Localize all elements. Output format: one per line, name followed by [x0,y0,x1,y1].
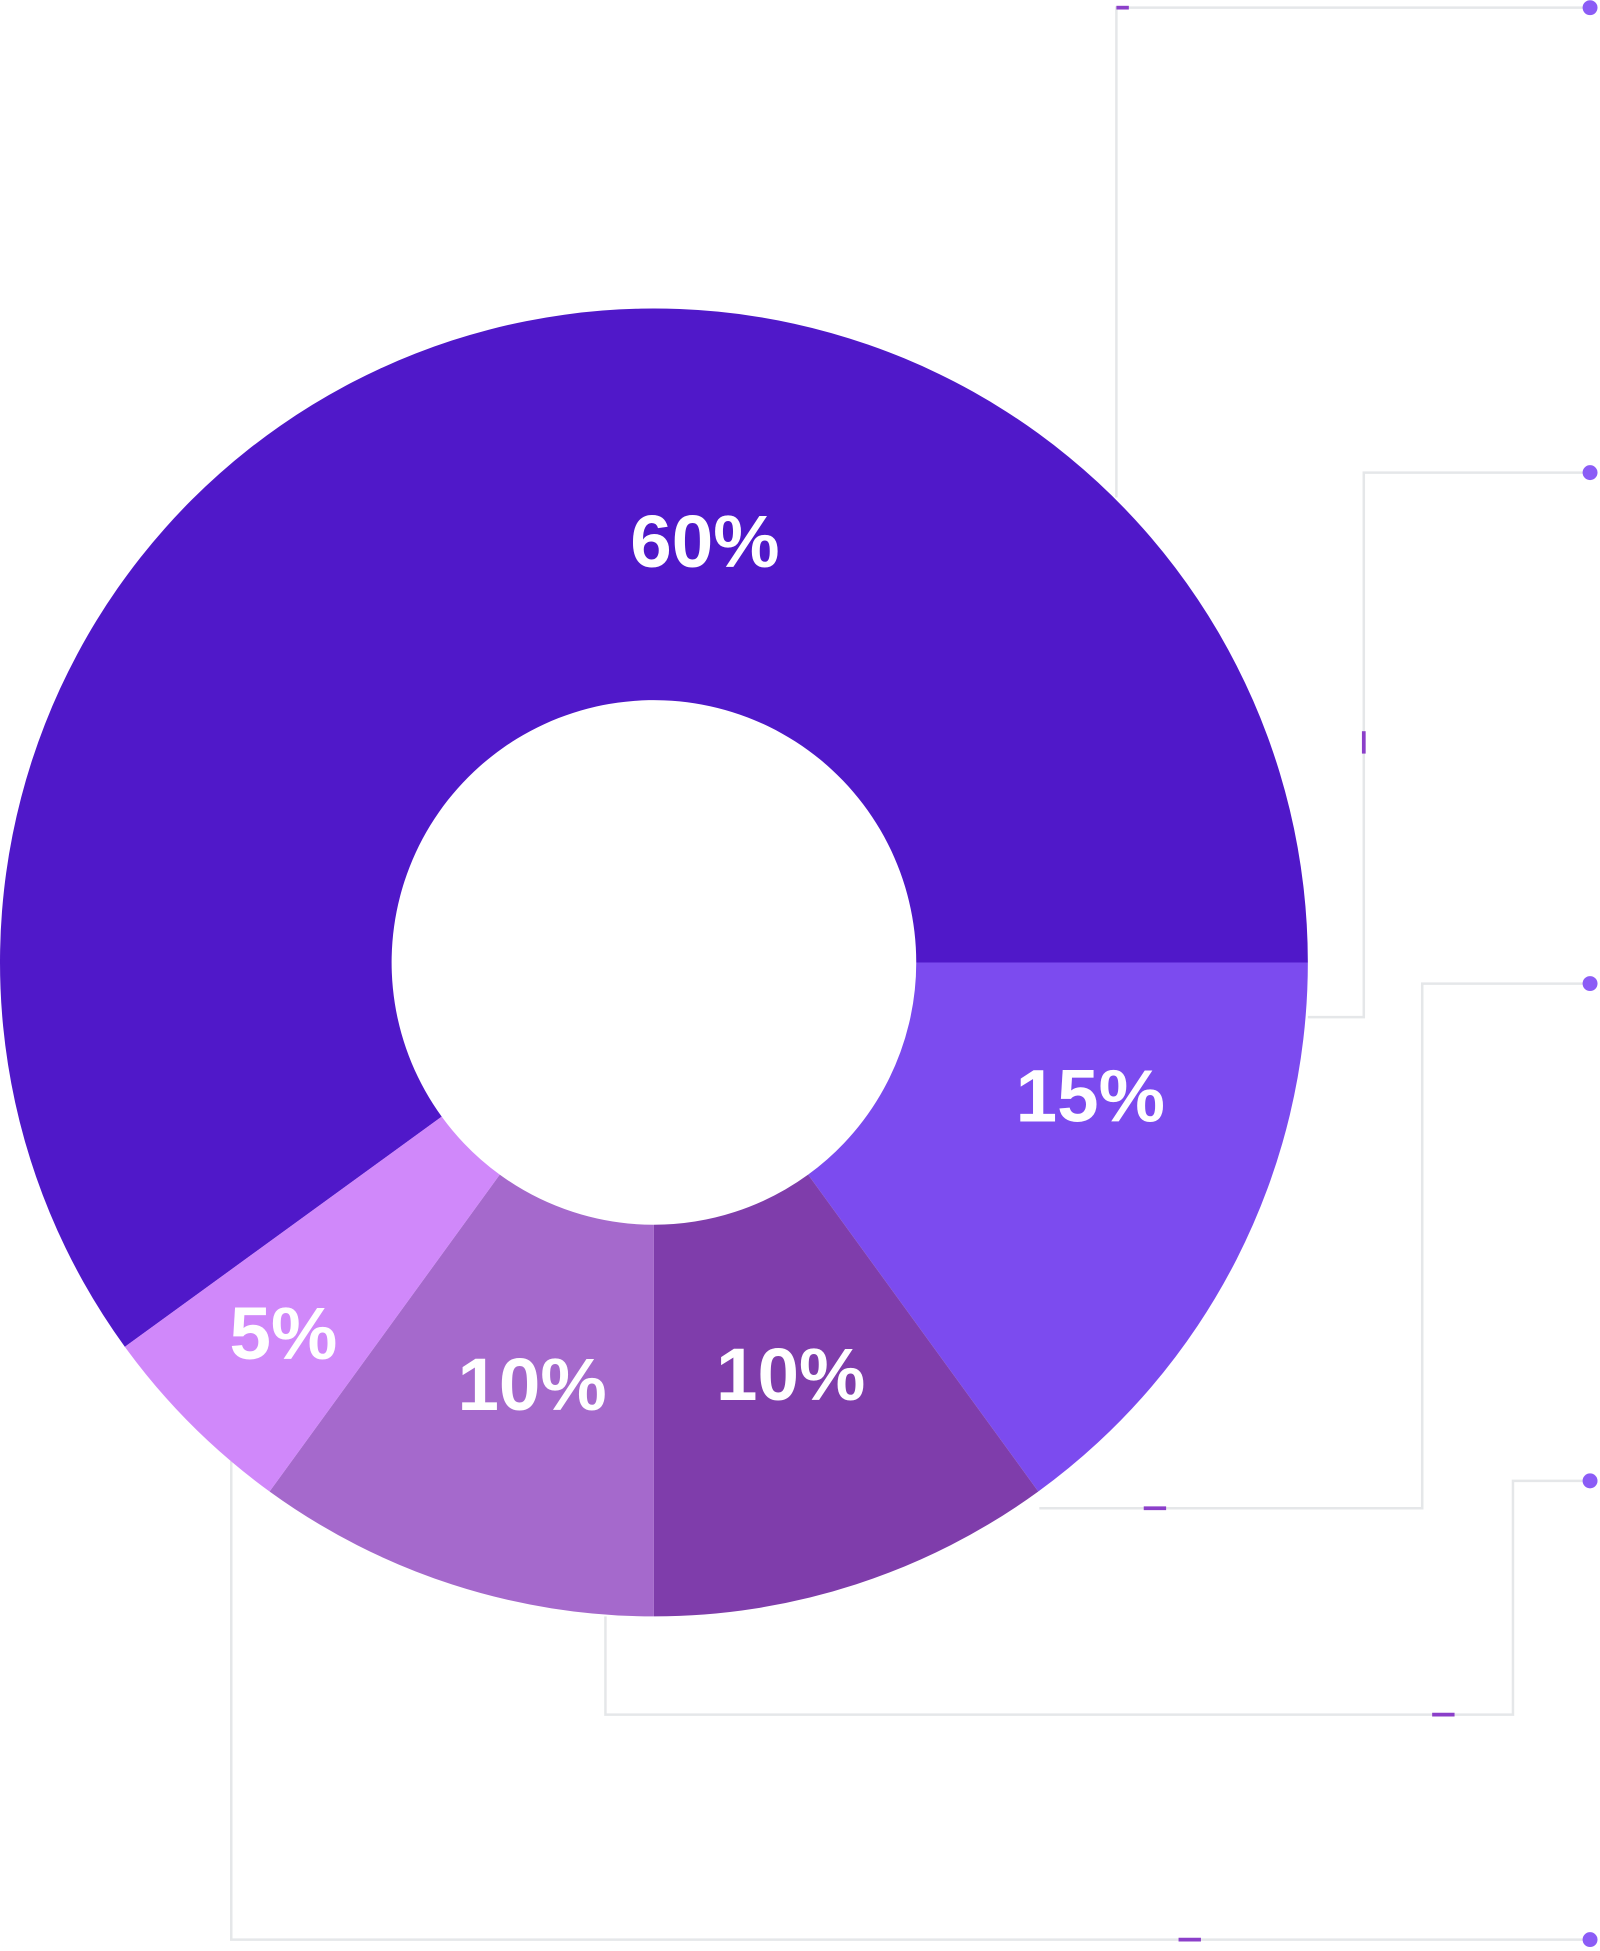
connector-line [229,1460,1591,1941]
connector-dot [1582,976,1598,992]
value-label: 10% [716,1332,865,1416]
donut-slice [269,1174,654,1617]
connector-dot [1582,1932,1598,1948]
connectors [229,0,1598,1948]
donut: 60% 15% 10% 10% 5% [0,308,1308,1617]
connector-dot [1582,1473,1598,1489]
connector-line [1115,6,1591,498]
value-label: 5% [230,1291,338,1375]
value-label: 60% [630,499,779,583]
value-label: 10% [457,1342,606,1426]
donut-slice [124,1116,500,1492]
connector-line [1307,471,1591,1019]
donut-slice [653,1174,1039,1617]
value-label: 15% [1016,1053,1165,1137]
connector-line [604,1479,1591,1716]
donut-slice [0,308,1308,1347]
connector-dot [1582,465,1598,481]
connector-line [1039,982,1591,1510]
connector-dot [1582,0,1598,16]
donut-slice [808,962,1308,1492]
